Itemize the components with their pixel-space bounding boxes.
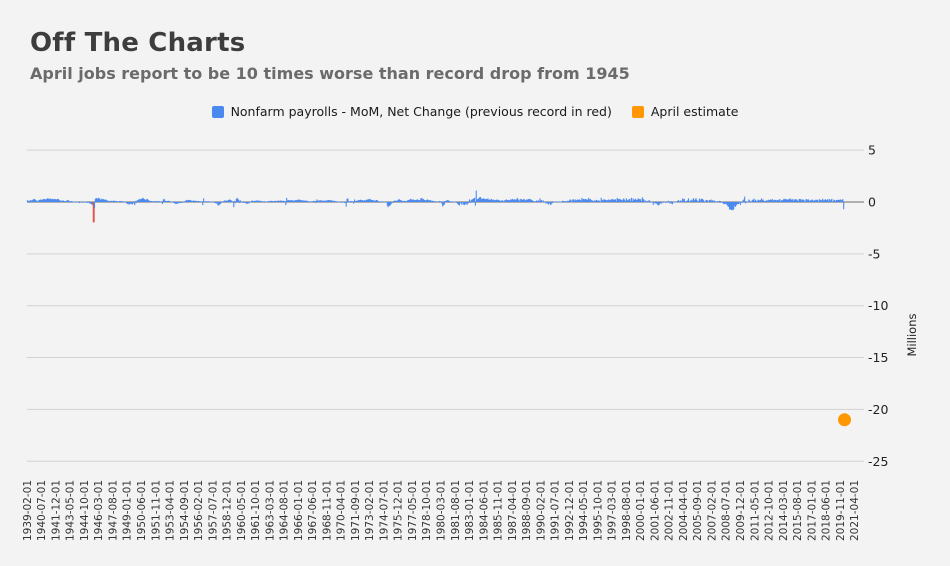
- svg-text:-20: -20: [868, 402, 888, 417]
- estimate-legend-swatch: [632, 106, 644, 118]
- svg-text:1980-03-01: 1980-03-01: [436, 480, 448, 541]
- svg-text:5: 5: [868, 143, 876, 158]
- svg-text:2005-09-01: 2005-09-01: [692, 480, 704, 541]
- svg-text:1998-08-01: 1998-08-01: [621, 480, 633, 541]
- svg-text:1944-10-01: 1944-10-01: [79, 480, 91, 541]
- chart-legend: Nonfarm payrolls - MoM, Net Change (prev…: [0, 104, 950, 119]
- svg-text:1974-07-01: 1974-07-01: [378, 480, 390, 541]
- svg-text:1963-03-01: 1963-03-01: [264, 480, 276, 541]
- svg-text:1940-07-01: 1940-07-01: [36, 480, 48, 541]
- svg-text:-25: -25: [868, 454, 888, 469]
- svg-text:1960-05-01: 1960-05-01: [236, 480, 248, 541]
- svg-text:1939-02-01: 1939-02-01: [22, 480, 34, 541]
- svg-text:1949-01-01: 1949-01-01: [122, 480, 134, 541]
- svg-text:1971-09-01: 1971-09-01: [350, 480, 362, 541]
- svg-text:1961-10-01: 1961-10-01: [250, 480, 262, 541]
- svg-text:2015-08-01: 2015-08-01: [792, 480, 804, 541]
- svg-text:1941-12-01: 1941-12-01: [50, 480, 62, 541]
- svg-text:1953-04-01: 1953-04-01: [165, 480, 177, 541]
- svg-text:1943-05-01: 1943-05-01: [65, 480, 77, 541]
- svg-text:-10: -10: [868, 298, 888, 313]
- svg-text:2001-06-01: 2001-06-01: [649, 480, 661, 541]
- svg-text:2019-11-01: 2019-11-01: [835, 480, 847, 541]
- svg-text:2009-12-01: 2009-12-01: [735, 480, 747, 541]
- svg-text:1956-02-01: 1956-02-01: [193, 480, 205, 541]
- svg-text:2007-02-01: 2007-02-01: [706, 480, 718, 541]
- svg-text:2004-04-01: 2004-04-01: [678, 480, 690, 541]
- svg-text:1973-02-01: 1973-02-01: [364, 480, 376, 541]
- svg-text:1954-09-01: 1954-09-01: [179, 480, 191, 541]
- svg-text:1981-08-01: 1981-08-01: [450, 480, 462, 541]
- svg-text:1992-12-01: 1992-12-01: [564, 480, 576, 541]
- svg-text:1967-06-01: 1967-06-01: [307, 480, 319, 541]
- svg-text:1997-03-01: 1997-03-01: [607, 480, 619, 541]
- chart-subtitle: April jobs report to be 10 times worse t…: [30, 64, 630, 83]
- svg-text:1984-06-01: 1984-06-01: [478, 480, 490, 541]
- svg-text:-15: -15: [868, 350, 888, 365]
- payrolls-legend-label: Nonfarm payrolls - MoM, Net Change (prev…: [231, 104, 612, 119]
- svg-text:1951-11-01: 1951-11-01: [150, 480, 162, 541]
- svg-text:1994-05-01: 1994-05-01: [578, 480, 590, 541]
- svg-text:1995-10-01: 1995-10-01: [592, 480, 604, 541]
- svg-text:2017-01-01: 2017-01-01: [806, 480, 818, 541]
- svg-text:-5: -5: [868, 246, 880, 261]
- svg-text:1957-07-01: 1957-07-01: [207, 480, 219, 541]
- svg-text:2014-03-01: 2014-03-01: [778, 480, 790, 541]
- legend-item-payrolls: Nonfarm payrolls - MoM, Net Change (prev…: [212, 104, 612, 119]
- svg-text:2008-07-01: 2008-07-01: [721, 480, 733, 541]
- svg-text:1964-08-01: 1964-08-01: [279, 480, 291, 541]
- svg-text:1950-06-01: 1950-06-01: [136, 480, 148, 541]
- svg-text:1946-03-01: 1946-03-01: [93, 480, 105, 541]
- svg-text:Millions: Millions: [905, 313, 919, 356]
- svg-text:1985-11-01: 1985-11-01: [493, 480, 505, 541]
- svg-text:1968-11-01: 1968-11-01: [321, 480, 333, 541]
- svg-text:1970-04-01: 1970-04-01: [336, 480, 348, 541]
- svg-text:1978-10-01: 1978-10-01: [421, 480, 433, 541]
- svg-text:2012-10-01: 2012-10-01: [764, 480, 776, 541]
- svg-text:2002-11-01: 2002-11-01: [664, 480, 676, 541]
- svg-text:1988-09-01: 1988-09-01: [521, 480, 533, 541]
- svg-text:1990-02-01: 1990-02-01: [535, 480, 547, 541]
- legend-item-april-estimate: April estimate: [632, 104, 739, 119]
- page-title: Off The Charts: [30, 28, 245, 58]
- svg-text:2011-05-01: 2011-05-01: [749, 480, 761, 541]
- payrolls-legend-swatch: [212, 106, 224, 118]
- svg-text:1958-12-01: 1958-12-01: [222, 480, 234, 541]
- svg-text:1977-05-01: 1977-05-01: [407, 480, 419, 541]
- svg-text:0: 0: [868, 195, 876, 210]
- svg-text:1987-04-01: 1987-04-01: [507, 480, 519, 541]
- svg-text:1975-12-01: 1975-12-01: [393, 480, 405, 541]
- svg-text:1983-01-01: 1983-01-01: [464, 480, 476, 541]
- svg-text:1991-07-01: 1991-07-01: [550, 480, 562, 541]
- svg-text:1966-01-01: 1966-01-01: [293, 480, 305, 541]
- svg-text:2021-04-01: 2021-04-01: [849, 480, 861, 541]
- estimate-legend-label: April estimate: [651, 104, 739, 119]
- svg-text:2000-01-01: 2000-01-01: [635, 480, 647, 541]
- svg-text:1947-08-01: 1947-08-01: [107, 480, 119, 541]
- svg-text:2018-06-01: 2018-06-01: [821, 480, 833, 541]
